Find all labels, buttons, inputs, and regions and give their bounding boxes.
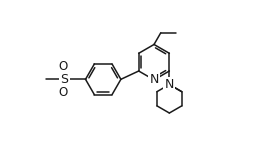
Text: O: O (58, 60, 67, 73)
Text: S: S (61, 73, 69, 86)
Text: N: N (149, 73, 159, 86)
Text: O: O (58, 86, 67, 99)
Text: N: N (149, 73, 159, 86)
Text: O: O (58, 86, 67, 99)
Text: N: N (165, 78, 174, 91)
Text: O: O (58, 60, 67, 73)
Text: N: N (165, 78, 174, 91)
Text: S: S (61, 73, 69, 86)
